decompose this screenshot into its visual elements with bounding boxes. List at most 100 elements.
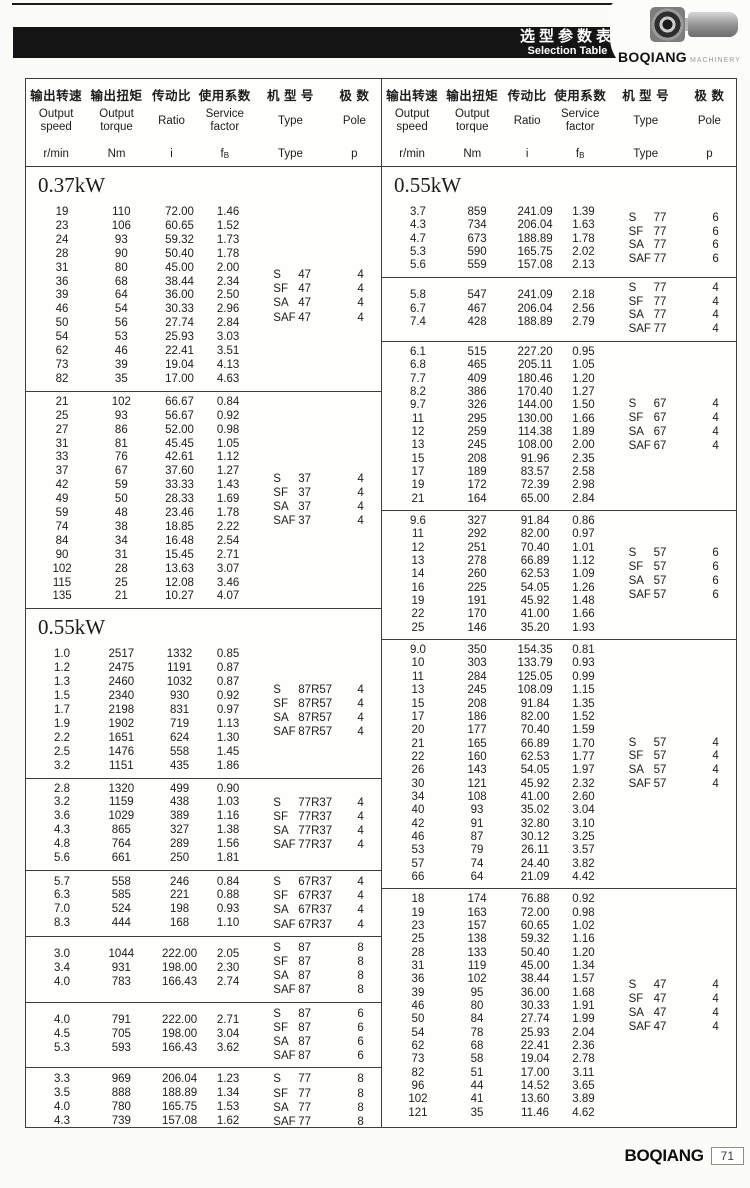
brand-subtitle: MACHINERY bbox=[690, 57, 741, 64]
ratio-cell: 222.00 bbox=[161, 1014, 198, 1027]
ratio-cell: 76.88 bbox=[520, 893, 550, 906]
data-row: 31 80 45.00 2.00 bbox=[34, 262, 250, 276]
data-row: 3.6 1029 389 1.16 bbox=[34, 810, 250, 824]
speed-cell: 46 bbox=[55, 303, 69, 316]
data-block: 6.1 515 227.20 0.95 6.8 465 205.11 1.05 7.7 409 18… bbox=[382, 340, 736, 510]
pole-value: 4 bbox=[712, 412, 719, 425]
factor-cell: 1.56 bbox=[216, 838, 240, 851]
pole-value: 4 bbox=[357, 811, 364, 824]
type-line: S 87R57 4 bbox=[250, 683, 381, 697]
torque-cell: 251 bbox=[467, 541, 487, 554]
torque-cell: 35 bbox=[470, 1106, 484, 1119]
type-prefix: S bbox=[628, 211, 637, 224]
speed-cell: 1.0 bbox=[54, 648, 71, 661]
numeric-rows: 1.0 2517 1332 0.85 1.2 2475 1191 0.87 1.3 2460 103… bbox=[26, 648, 250, 773]
header-row-chinese: 输出转速 输出扭矩 传动比 使用系数机 型 号 极 数 bbox=[26, 84, 381, 104]
type-line: SAF 57 4 bbox=[605, 778, 736, 792]
type-prefix: SF bbox=[628, 412, 644, 425]
column-header-cn: 使用系数 bbox=[198, 88, 251, 103]
speed-cell: 9.7 bbox=[409, 399, 426, 412]
type-line: S 87 6 bbox=[250, 1007, 381, 1021]
type-prefix: SA bbox=[628, 425, 644, 438]
column-header-cn: 输出扭矩 bbox=[446, 88, 499, 103]
torque-cell: 292 bbox=[467, 528, 487, 541]
column-header-unit: p bbox=[706, 148, 713, 160]
type-prefix: SA bbox=[628, 239, 644, 252]
pole-value: 4 bbox=[357, 711, 364, 724]
column-header-en: Type bbox=[633, 114, 659, 127]
header-titles: 选型参数表 Selection Table bbox=[520, 29, 615, 58]
data-row: 13 245 108.09 1.15 bbox=[390, 684, 605, 697]
data-row: 27 86 52.00 0.98 bbox=[34, 424, 250, 438]
torque-cell: 208 bbox=[467, 697, 487, 710]
type-model: 87R57 bbox=[298, 726, 333, 739]
data-row: 24 93 59.32 1.73 bbox=[34, 234, 250, 248]
data-row: 4.3 739 157.08 1.62 bbox=[34, 1115, 250, 1127]
table-right-column: 输出转速 输出扭矩 传动比 使用系数机 型 号极 数 Output speed Outpu… bbox=[381, 79, 736, 1127]
pole-value: 4 bbox=[357, 472, 364, 485]
data-row: 82 51 17.00 3.11 bbox=[390, 1067, 605, 1080]
factor-cell: 3.65 bbox=[572, 1080, 595, 1093]
pole-value: 8 bbox=[357, 1073, 364, 1086]
speed-cell: 12 bbox=[411, 425, 425, 438]
data-row: 6.1 515 227.20 0.95 bbox=[390, 346, 605, 359]
data-row: 84 34 16.48 2.54 bbox=[34, 535, 250, 549]
speed-cell: 7.0 bbox=[54, 903, 71, 916]
torque-cell: 93 bbox=[470, 804, 484, 817]
ratio-cell: 28.33 bbox=[165, 493, 194, 506]
factor-cell: 4.63 bbox=[216, 372, 240, 385]
pole-value: 4 bbox=[357, 283, 364, 296]
speed-cell: 14 bbox=[411, 568, 425, 581]
type-line: S 77 4 bbox=[605, 282, 736, 296]
speed-cell: 19 bbox=[411, 906, 425, 919]
factor-cell: 1.68 bbox=[572, 986, 595, 999]
speed-cell: 4.0 bbox=[54, 976, 71, 989]
ratio-cell: 227.20 bbox=[517, 345, 553, 358]
pole-value: 8 bbox=[357, 984, 364, 997]
ratio-cell: 45.92 bbox=[520, 777, 550, 790]
type-column: S 47 4 SF 47 4 SA 47 4 SAF 47 4 bbox=[250, 268, 381, 325]
speed-cell: 7.7 bbox=[409, 372, 426, 385]
ratio-cell: 66.67 bbox=[165, 395, 194, 408]
ratio-cell: 206.04 bbox=[517, 219, 553, 232]
type-model: 47 bbox=[298, 268, 312, 281]
speed-cell: 25 bbox=[55, 409, 69, 422]
type-prefix: SF bbox=[273, 697, 288, 710]
data-row: 15 208 91.96 2.35 bbox=[390, 453, 605, 466]
type-model: 77R37 bbox=[298, 825, 333, 838]
type-model: 87 bbox=[298, 984, 312, 997]
factor-cell: 1.52 bbox=[216, 219, 240, 232]
torque-cell: 53 bbox=[114, 331, 128, 344]
factor-cell: 1.16 bbox=[216, 810, 240, 823]
pole-value: 4 bbox=[357, 825, 364, 838]
column-header-unit: i bbox=[170, 148, 173, 160]
factor-cell: 3.46 bbox=[216, 576, 240, 589]
type-model: 57 bbox=[653, 778, 667, 791]
type-line: S 87 8 bbox=[250, 941, 381, 955]
torque-cell: 39 bbox=[114, 358, 128, 371]
data-row: 3.3 969 206.04 1.23 bbox=[34, 1073, 250, 1087]
speed-cell: 39 bbox=[411, 986, 425, 999]
factor-cell: 1.23 bbox=[216, 1073, 240, 1085]
type-line: S 57 6 bbox=[605, 547, 736, 561]
torque-cell: 859 bbox=[467, 206, 487, 218]
data-row: 26 143 54.05 1.97 bbox=[390, 764, 605, 777]
type-model: 37 bbox=[298, 486, 312, 499]
type-line: S 67R37 4 bbox=[250, 875, 381, 889]
torque-cell: 160 bbox=[467, 750, 487, 763]
table-column-header: 输出转速 输出扭矩 传动比 使用系数机 型 号极 数 Output speed Outpu… bbox=[382, 79, 736, 167]
type-model: 57 bbox=[653, 750, 667, 763]
pole-value: 4 bbox=[712, 323, 719, 336]
data-row: 9.6 327 91.84 0.86 bbox=[390, 515, 605, 528]
speed-cell: 22 bbox=[411, 608, 425, 621]
factor-cell: 1.70 bbox=[572, 737, 595, 750]
torque-cell: 79 bbox=[470, 844, 484, 857]
factor-cell: 0.92 bbox=[572, 893, 595, 906]
speed-cell: 135 bbox=[52, 590, 72, 603]
factor-cell: 0.97 bbox=[216, 704, 240, 716]
factor-cell: 2.02 bbox=[572, 246, 595, 259]
pole-value: 4 bbox=[712, 281, 719, 294]
factor-cell: 3.03 bbox=[216, 331, 240, 344]
data-row: 96 44 14.52 3.65 bbox=[390, 1080, 605, 1093]
data-row: 46 80 30.33 1.91 bbox=[390, 1000, 605, 1013]
